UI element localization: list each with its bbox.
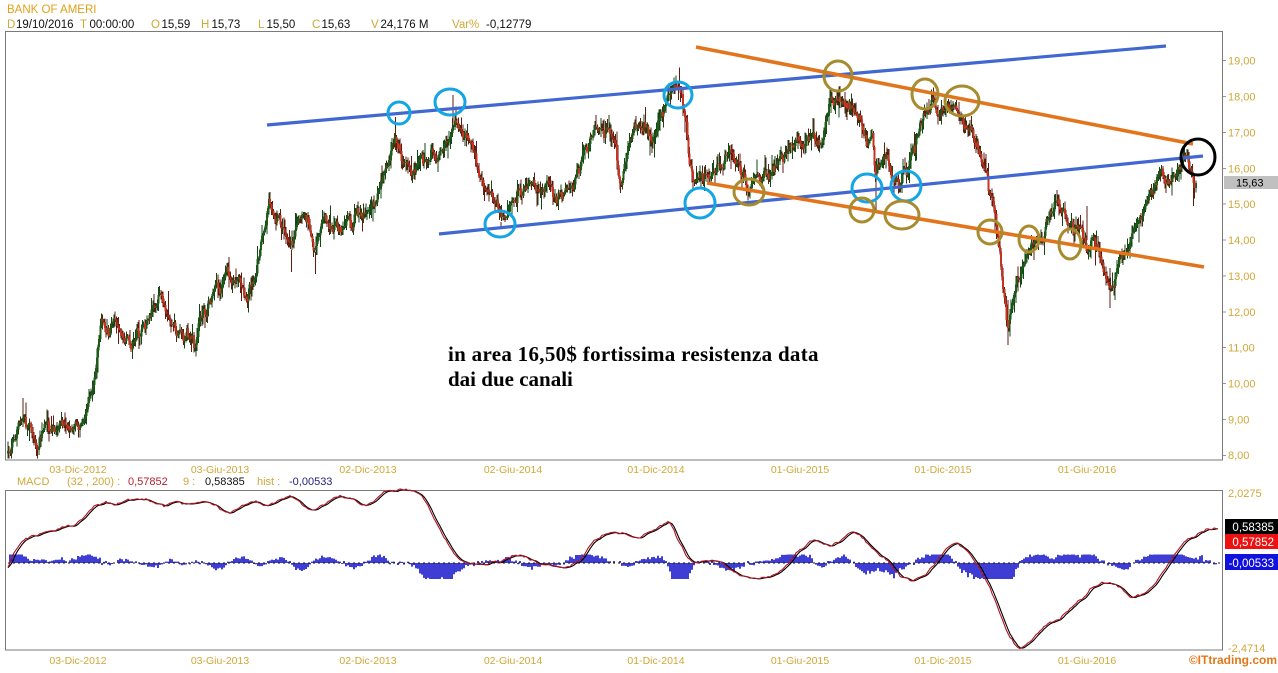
svg-text:01-Giu-2015: 01-Giu-2015 — [771, 464, 830, 476]
svg-text:11,00: 11,00 — [1228, 343, 1255, 355]
svg-text:16,00: 16,00 — [1228, 163, 1256, 175]
svg-text:-0,00533: -0,00533 — [1229, 558, 1274, 570]
svg-text:01-Giu-2016: 01-Giu-2016 — [1058, 464, 1117, 476]
svg-text:02-Giu-2014: 02-Giu-2014 — [484, 655, 543, 667]
svg-text:03-Dic-2012: 03-Dic-2012 — [49, 464, 106, 476]
svg-text:02-Giu-2014: 02-Giu-2014 — [484, 464, 543, 476]
svg-text:03-Giu-2013: 03-Giu-2013 — [191, 464, 250, 476]
svg-text:9,00: 9,00 — [1228, 414, 1249, 426]
svg-text:01-Dic-2014: 01-Dic-2014 — [627, 655, 684, 667]
svg-text:©ITtrading.com: ©ITtrading.com — [1189, 653, 1277, 667]
svg-text:17,00: 17,00 — [1228, 127, 1256, 139]
svg-text:10,00: 10,00 — [1228, 379, 1256, 391]
svg-text:BANK OF AMERI: BANK OF AMERI — [7, 4, 96, 16]
svg-text:0,57852: 0,57852 — [1232, 537, 1274, 549]
svg-text:01-Dic-2015: 01-Dic-2015 — [914, 464, 971, 476]
svg-text:15,63: 15,63 — [1236, 178, 1264, 190]
svg-text:15,00: 15,00 — [1228, 199, 1256, 211]
svg-text:02-Dic-2013: 02-Dic-2013 — [339, 464, 396, 476]
svg-text:03-Dic-2012: 03-Dic-2012 — [49, 655, 106, 667]
svg-text:13,00: 13,00 — [1228, 271, 1256, 283]
svg-text:02-Dic-2013: 02-Dic-2013 — [339, 655, 396, 667]
svg-text:-2,4714: -2,4714 — [1228, 643, 1265, 655]
svg-text:in area 16,50$ fortissima resi: in area 16,50$ fortissima resistenza dat… — [448, 342, 819, 366]
svg-text:18,00: 18,00 — [1228, 92, 1256, 104]
svg-text:dai due canali: dai due canali — [448, 367, 573, 391]
svg-text:8,00: 8,00 — [1228, 450, 1249, 462]
svg-text:2,0275: 2,0275 — [1228, 488, 1262, 500]
svg-text:0,58385: 0,58385 — [1232, 522, 1274, 534]
svg-text:01-Giu-2015: 01-Giu-2015 — [771, 655, 830, 667]
svg-text:19,00: 19,00 — [1228, 56, 1256, 68]
svg-text:01-Dic-2015: 01-Dic-2015 — [914, 655, 971, 667]
svg-text:03-Giu-2013: 03-Giu-2013 — [191, 655, 250, 667]
svg-text:14,00: 14,00 — [1228, 235, 1256, 247]
svg-text:01-Dic-2014: 01-Dic-2014 — [627, 464, 684, 476]
svg-text:01-Giu-2016: 01-Giu-2016 — [1058, 655, 1117, 667]
svg-text:12,00: 12,00 — [1228, 307, 1256, 319]
